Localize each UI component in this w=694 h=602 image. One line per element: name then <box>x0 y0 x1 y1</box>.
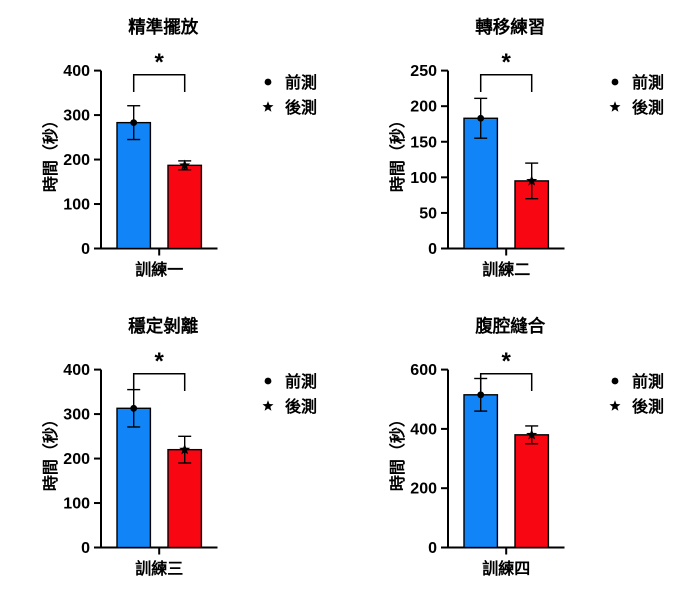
svg-text:訓練四: 訓練四 <box>482 559 530 578</box>
svg-text:300: 300 <box>63 406 90 423</box>
svg-text:250: 250 <box>410 63 437 80</box>
svg-text:0: 0 <box>81 241 90 258</box>
svg-text:0: 0 <box>428 540 437 557</box>
svg-text:*: * <box>502 49 512 76</box>
svg-text:0: 0 <box>428 241 437 258</box>
svg-text:0: 0 <box>81 540 90 557</box>
svg-text:200: 200 <box>410 480 437 497</box>
svg-text:前測: 前測 <box>285 372 317 391</box>
svg-text:訓練二: 訓練二 <box>482 260 530 279</box>
svg-text:400: 400 <box>63 63 90 80</box>
svg-text:*: * <box>155 49 165 76</box>
svg-text:150: 150 <box>410 134 437 151</box>
svg-text:100: 100 <box>63 495 90 512</box>
svg-text:50: 50 <box>419 205 437 222</box>
svg-text:100: 100 <box>410 170 437 187</box>
svg-text:前測: 前測 <box>285 73 317 92</box>
svg-text:*: * <box>155 348 165 375</box>
svg-text:300: 300 <box>63 108 90 125</box>
svg-text:時間（秒）: 時間（秒） <box>388 411 407 491</box>
svg-text:後測: 後測 <box>632 397 664 416</box>
svg-text:*: * <box>502 348 512 375</box>
svg-text:時間（秒）: 時間（秒） <box>41 112 60 192</box>
svg-text:前測: 前測 <box>632 73 664 92</box>
svg-text:200: 200 <box>63 451 90 468</box>
svg-text:轉移練習: 轉移練習 <box>475 17 545 37</box>
svg-text:精準擺放: 精準擺放 <box>128 17 198 37</box>
svg-text:100: 100 <box>63 197 90 214</box>
svg-text:時間（秒）: 時間（秒） <box>388 112 407 192</box>
svg-text:訓練一: 訓練一 <box>135 260 183 279</box>
svg-text:時間（秒）: 時間（秒） <box>41 411 60 491</box>
svg-text:400: 400 <box>410 421 437 438</box>
svg-text:200: 200 <box>410 99 437 116</box>
svg-text:後測: 後測 <box>632 98 664 117</box>
svg-text:後測: 後測 <box>285 98 317 117</box>
svg-text:前測: 前測 <box>632 372 664 391</box>
svg-text:訓練三: 訓練三 <box>135 559 183 578</box>
svg-text:後測: 後測 <box>285 397 317 416</box>
svg-text:穩定剝離: 穩定剝離 <box>128 316 198 336</box>
svg-text:400: 400 <box>63 362 90 379</box>
svg-text:腹腔縫合: 腹腔縫合 <box>475 316 545 336</box>
svg-text:200: 200 <box>63 152 90 169</box>
svg-text:600: 600 <box>410 362 437 379</box>
